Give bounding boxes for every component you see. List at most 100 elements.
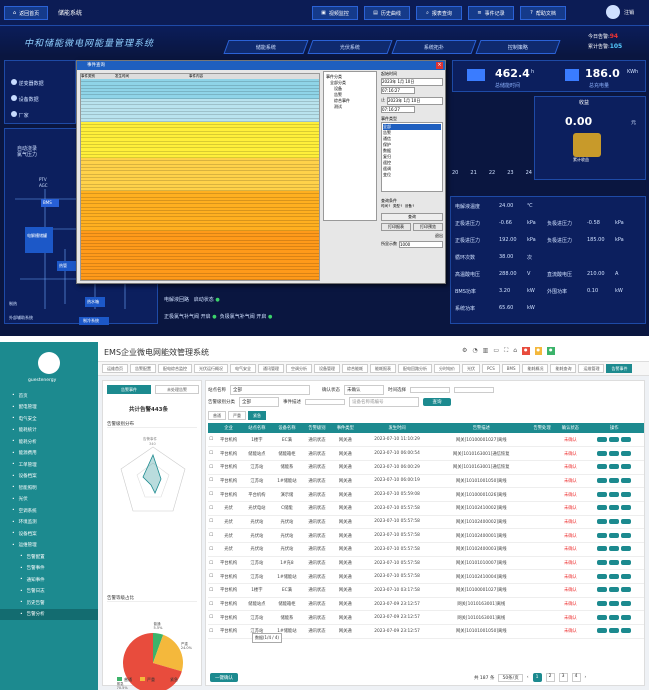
log-row[interactable] xyxy=(81,118,319,122)
detail-action-button[interactable] xyxy=(621,560,632,566)
log-row[interactable] xyxy=(81,280,319,281)
start-date-input[interactable] xyxy=(410,387,450,393)
end-date-input[interactable]: 2023年 1月 10日 xyxy=(387,97,443,105)
page-tab[interactable]: 电气安全 xyxy=(230,364,256,373)
chart-icon[interactable]: ▥ xyxy=(482,347,489,354)
checkbox-icon[interactable]: ☐ xyxy=(209,492,214,498)
log-row[interactable] xyxy=(81,168,319,172)
event-type-item[interactable]: 全部 xyxy=(383,124,441,130)
view-action-button[interactable] xyxy=(609,560,620,566)
table-row[interactable]: ☐ 平台机构 江苏站 1#充8 通讯状态 网关通 2023-07-10 05:57:58 网关… xyxy=(208,556,644,571)
log-row[interactable] xyxy=(81,121,319,126)
table-row[interactable]: ☐ 平台机构 1楼字 EC满 通讯状态 网关通 2023-07-10 03:17:58 网关[… xyxy=(208,583,644,598)
log-row[interactable] xyxy=(81,144,319,149)
org-select[interactable]: 全部 xyxy=(230,385,310,395)
sort-device-button[interactable]: 设备↑ xyxy=(404,204,415,208)
start-date-input[interactable]: 2023年 1月 10日 xyxy=(381,78,443,86)
view-action-button[interactable] xyxy=(609,573,620,579)
checkbox-icon[interactable]: ☐ xyxy=(209,533,214,539)
sidebar-item[interactable]: • 配电管理 xyxy=(12,404,37,411)
checkbox-icon[interactable]: ☐ xyxy=(209,451,214,457)
prev-page-icon[interactable]: ‹ xyxy=(526,675,529,680)
log-row[interactable] xyxy=(81,210,319,215)
tree-item[interactable]: 综合事件 xyxy=(334,98,350,103)
detail-action-button[interactable] xyxy=(621,573,632,579)
page-tab[interactable]: 告警配置 xyxy=(130,364,156,373)
sidebar-item[interactable]: • 电气安全 xyxy=(12,416,37,422)
tree-item[interactable]: 全部分类 xyxy=(330,80,346,85)
view-action-button[interactable] xyxy=(609,518,620,524)
detail-action-button[interactable] xyxy=(621,477,632,483)
log-row[interactable] xyxy=(81,243,319,248)
sidebar-item[interactable]: • 告警分析 xyxy=(0,608,98,620)
view-action-button[interactable] xyxy=(609,464,620,470)
tab-strategy[interactable]: 控制策略 xyxy=(475,40,561,54)
table-row[interactable]: ☐ 光伏 光伏站 光伏站 通讯状态 网关通 2023-07-10 05:57:58 网关[10… xyxy=(208,542,644,557)
log-row[interactable] xyxy=(81,263,319,267)
sidebar-item[interactable]: • 能源费用 xyxy=(12,450,37,457)
event-type-item[interactable]: 遥控 xyxy=(383,160,391,165)
sidebar-item[interactable]: • 运维管理 xyxy=(12,542,37,549)
page-size-select[interactable]: 50条/页 xyxy=(498,673,523,682)
view-action-button[interactable] xyxy=(609,450,620,456)
log-row[interactable] xyxy=(81,154,319,159)
confirm-select[interactable]: 未确认 xyxy=(344,385,384,395)
page-tab[interactable]: 综合能耗 xyxy=(342,364,368,373)
page-tab[interactable]: 能耗报表 xyxy=(370,364,396,373)
event-input[interactable] xyxy=(305,399,345,405)
checkbox-icon[interactable]: ☐ xyxy=(209,574,214,580)
level-tab-normal[interactable]: 普通 xyxy=(208,411,226,420)
alarm-badge[interactable]: ● xyxy=(522,347,530,355)
sidebar-item[interactable]: • 工单管理 xyxy=(12,462,37,468)
log-row[interactable] xyxy=(81,227,319,231)
view-action-button[interactable] xyxy=(609,436,620,442)
confirm-action-button[interactable] xyxy=(597,532,608,538)
info-badge[interactable]: ● xyxy=(547,347,555,355)
row-checkbox[interactable]: ☐ xyxy=(208,528,215,543)
log-row[interactable] xyxy=(81,88,319,93)
page-4-button[interactable]: 4 xyxy=(571,673,581,682)
event-type-item[interactable]: 变位 xyxy=(383,172,391,177)
sidebar-item[interactable]: • 历史告警 xyxy=(20,600,45,606)
type-select[interactable]: 全部 xyxy=(239,397,279,407)
confirm-action-button[interactable] xyxy=(597,546,608,552)
view-action-button[interactable] xyxy=(609,587,620,593)
tab-topology[interactable]: 系统拓扑 xyxy=(391,40,477,54)
avatar[interactable] xyxy=(606,5,620,19)
event-type-item[interactable]: 遥调 xyxy=(383,166,391,171)
log-row[interactable] xyxy=(81,204,319,208)
confirm-action-button[interactable] xyxy=(597,450,608,456)
detail-action-button[interactable] xyxy=(621,491,632,497)
table-row[interactable]: ☐ 光伏 光伏电站 C储能 通讯状态 网关通 2023-07-10 05:57:58 网关[1… xyxy=(208,501,644,516)
log-row[interactable] xyxy=(81,138,319,142)
confirm-action-button[interactable] xyxy=(597,464,608,470)
event-type-item[interactable]: 复归 xyxy=(383,154,391,159)
log-row[interactable] xyxy=(81,273,319,277)
log-row[interactable] xyxy=(81,250,319,254)
pie-slice-2[interactable] xyxy=(123,633,182,690)
page-tab[interactable]: 光伏 xyxy=(462,364,480,373)
row-checkbox[interactable]: ☐ xyxy=(208,446,215,461)
table-row[interactable]: ☐ 平台机构 江苏站 储能系 通讯状态 网关通 2023-07-09 23:12:57 网关[… xyxy=(208,610,644,626)
log-row[interactable] xyxy=(81,266,319,271)
event-type-item[interactable]: 通信 xyxy=(383,136,391,141)
checkbox-icon[interactable]: ☐ xyxy=(209,464,214,470)
page-tab[interactable]: 空调分析 xyxy=(286,364,312,373)
level-tab-severe[interactable]: 严重 xyxy=(228,411,246,420)
row-checkbox[interactable]: ☐ xyxy=(208,597,215,612)
end-date-input[interactable] xyxy=(454,387,494,393)
log-row[interactable] xyxy=(81,98,319,103)
row-checkbox[interactable]: ☐ xyxy=(208,610,215,626)
log-row[interactable] xyxy=(81,184,319,188)
checkbox-icon[interactable]: ☐ xyxy=(209,615,214,621)
exit-button[interactable]: 退出 xyxy=(435,233,443,238)
row-checkbox[interactable]: ☐ xyxy=(208,433,215,448)
view-action-button[interactable] xyxy=(609,477,620,483)
log-row[interactable] xyxy=(81,191,319,195)
detail-action-button[interactable] xyxy=(621,587,632,593)
tree-item[interactable]: 告警 xyxy=(334,92,342,97)
page-tab[interactable]: 配电综合监控 xyxy=(158,364,192,373)
sidebar-item[interactable]: • 告警配置 xyxy=(20,554,45,560)
view-action-button[interactable] xyxy=(609,491,620,497)
checkbox-icon[interactable]: ☐ xyxy=(209,628,214,634)
